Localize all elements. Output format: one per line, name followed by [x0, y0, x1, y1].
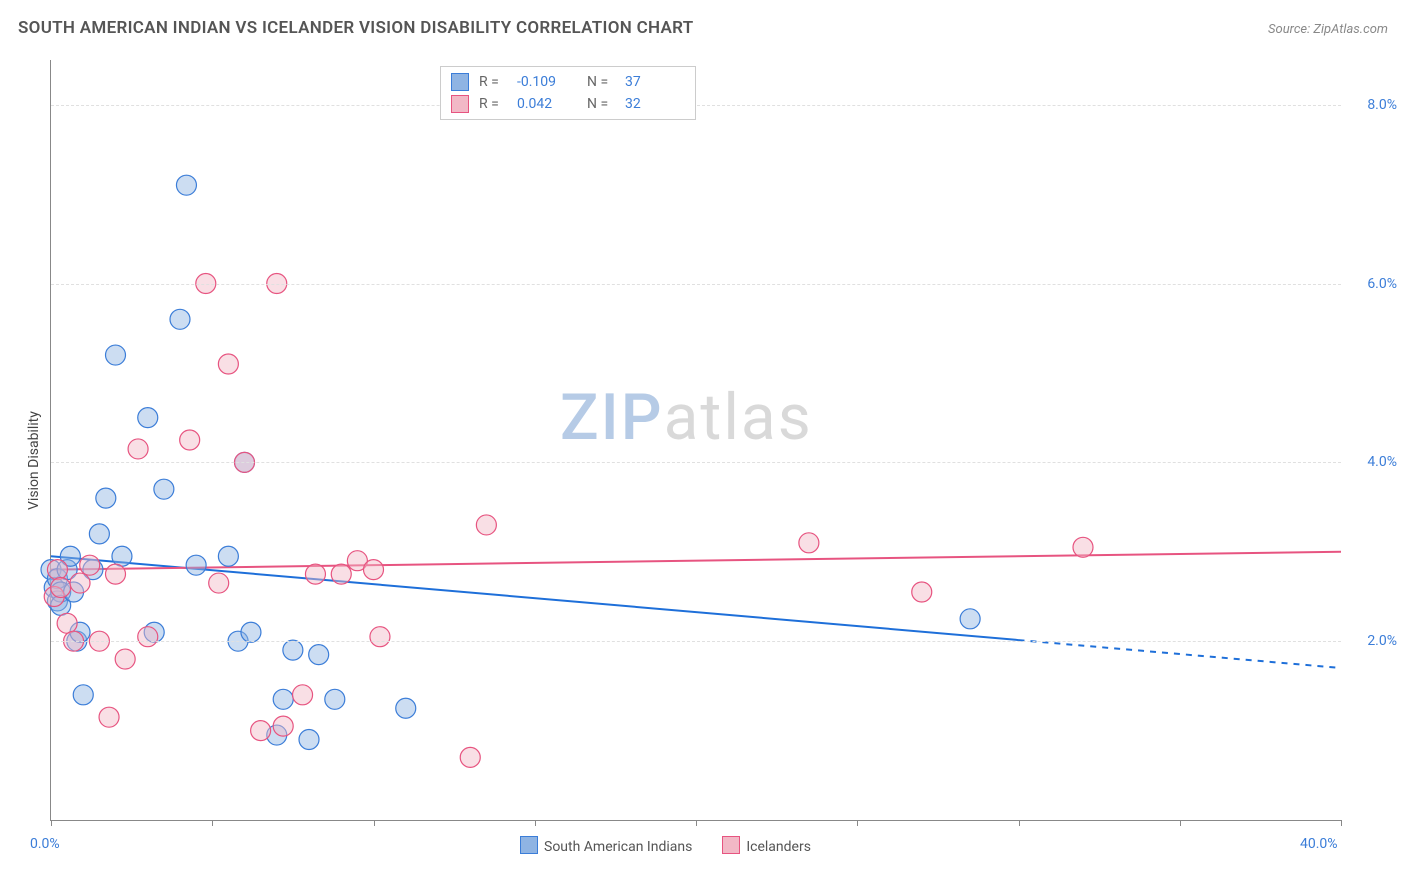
point-icelanders	[99, 707, 119, 727]
point-south_american_indians	[176, 175, 196, 195]
title-bar: SOUTH AMERICAN INDIAN VS ICELANDER VISIO…	[18, 18, 1388, 38]
stat-r-value: 0.042	[517, 93, 577, 115]
point-south_american_indians	[325, 689, 345, 709]
gridline	[51, 105, 1341, 106]
x-tick	[51, 820, 52, 826]
point-south_american_indians	[154, 479, 174, 499]
point-icelanders	[80, 555, 100, 575]
series-legend-item: Icelanders	[722, 836, 811, 855]
point-icelanders	[70, 573, 90, 593]
series-legend-item: South American Indians	[520, 836, 692, 855]
source-label: Source: ZipAtlas.com	[1268, 22, 1388, 37]
point-south_american_indians	[241, 622, 261, 642]
legend-swatch	[520, 836, 538, 854]
point-icelanders	[115, 649, 135, 669]
point-icelanders	[138, 627, 158, 647]
point-icelanders	[180, 430, 200, 450]
point-icelanders	[218, 354, 238, 374]
point-icelanders	[476, 515, 496, 535]
x-tick	[212, 820, 213, 826]
point-south_american_indians	[96, 488, 116, 508]
y-tick-label: 2.0%	[1367, 633, 1397, 649]
x-tick	[1180, 820, 1181, 826]
point-south_american_indians	[106, 345, 126, 365]
chart-title: SOUTH AMERICAN INDIAN VS ICELANDER VISIO…	[18, 18, 693, 38]
point-south_american_indians	[299, 730, 319, 750]
x-tick	[857, 820, 858, 826]
point-south_american_indians	[309, 645, 329, 665]
gridline	[51, 641, 1341, 642]
point-south_american_indians	[138, 408, 158, 428]
gridline	[51, 462, 1341, 463]
legend-swatch	[451, 73, 469, 91]
point-south_american_indians	[170, 309, 190, 329]
trend-line-icelanders	[51, 552, 1341, 570]
point-icelanders	[57, 613, 77, 633]
trend-line-dashed-south_american_indians	[1019, 640, 1342, 668]
x-tick	[535, 820, 536, 826]
y-axis-title: Vision Disability	[26, 411, 42, 510]
stat-r-value: -0.109	[517, 71, 577, 93]
point-icelanders	[251, 721, 271, 741]
point-icelanders	[331, 564, 351, 584]
point-south_american_indians	[960, 609, 980, 629]
point-south_american_indians	[396, 698, 416, 718]
point-south_american_indians	[89, 524, 109, 544]
point-south_american_indians	[273, 689, 293, 709]
x-axis-max-label: 40.0%	[1300, 836, 1338, 852]
stat-r-label: R =	[479, 93, 507, 115]
point-south_american_indians	[283, 640, 303, 660]
point-icelanders	[305, 564, 325, 584]
point-icelanders	[293, 685, 313, 705]
series-legend-label: Icelanders	[746, 839, 811, 855]
plot-svg	[51, 60, 1341, 820]
y-tick-label: 4.0%	[1367, 454, 1397, 470]
y-tick-label: 8.0%	[1367, 97, 1397, 113]
x-tick	[1019, 820, 1020, 826]
point-south_american_indians	[186, 555, 206, 575]
point-south_american_indians	[112, 546, 132, 566]
legend-swatch	[722, 836, 740, 854]
y-tick-label: 6.0%	[1367, 276, 1397, 292]
stat-n-value: 37	[625, 71, 685, 93]
stats-legend: R = -0.109 N = 37 R = 0.042 N = 32	[440, 66, 696, 120]
stat-r-label: R =	[479, 71, 507, 93]
x-tick	[696, 820, 697, 826]
point-south_american_indians	[218, 546, 238, 566]
series-legend-label: South American Indians	[544, 839, 692, 855]
point-icelanders	[364, 560, 384, 580]
stat-n-label: N =	[587, 93, 615, 115]
x-tick	[374, 820, 375, 826]
scatter-plot: 2.0%4.0%6.0%8.0%	[50, 60, 1341, 821]
point-icelanders	[912, 582, 932, 602]
stats-legend-row: R = -0.109 N = 37	[451, 71, 685, 93]
stat-n-value: 32	[625, 93, 685, 115]
point-icelanders	[799, 533, 819, 553]
point-icelanders	[273, 716, 293, 736]
series-legend: South American Indians Icelanders	[520, 836, 811, 855]
gridline	[51, 284, 1341, 285]
point-icelanders	[370, 627, 390, 647]
point-icelanders	[51, 578, 71, 598]
stat-n-label: N =	[587, 71, 615, 93]
point-icelanders	[1073, 537, 1093, 557]
point-south_american_indians	[73, 685, 93, 705]
point-icelanders	[47, 560, 67, 580]
point-icelanders	[106, 564, 126, 584]
point-icelanders	[209, 573, 229, 593]
legend-swatch	[451, 95, 469, 113]
x-tick	[1341, 820, 1342, 826]
point-icelanders	[128, 439, 148, 459]
x-axis-min-label: 0.0%	[30, 836, 60, 852]
point-icelanders	[460, 747, 480, 767]
stats-legend-row: R = 0.042 N = 32	[451, 93, 685, 115]
